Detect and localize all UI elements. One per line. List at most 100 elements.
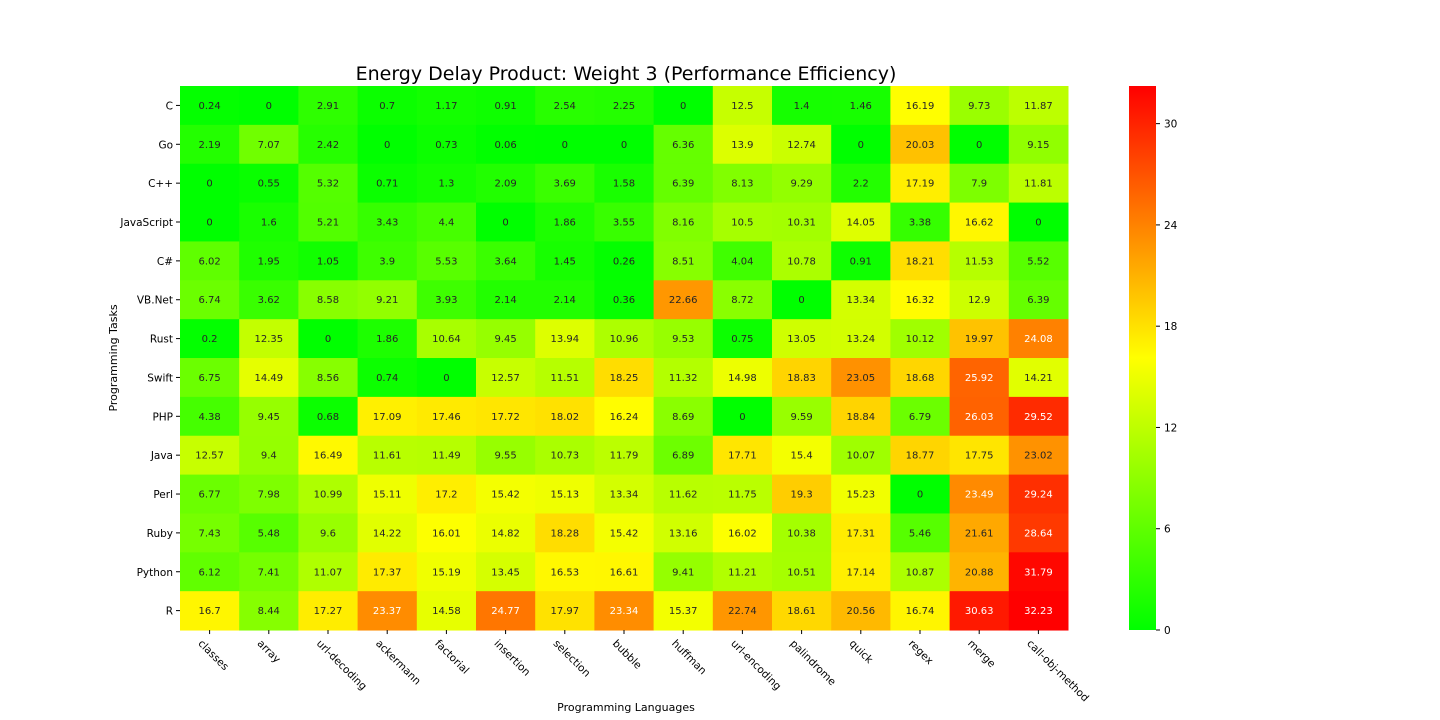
cell-value-label: 0.2 <box>202 334 218 345</box>
cell-value-label: 16.49 <box>314 451 343 462</box>
cell-value-label: 14.49 <box>254 373 283 384</box>
heatmap-cell <box>772 280 832 320</box>
cell-value-label: 20.56 <box>846 606 875 617</box>
cell-value-label: 0 <box>680 101 686 112</box>
heatmap-cell <box>535 280 595 320</box>
cell-value-label: 7.07 <box>258 140 280 151</box>
heatmap-cell <box>712 474 773 514</box>
heatmap-cell <box>416 474 477 514</box>
heatmap-cell <box>949 396 1010 437</box>
heatmap-cell <box>357 319 418 359</box>
heatmap-cell <box>949 124 1010 165</box>
cell-value-label: 20.88 <box>965 567 994 578</box>
column-tick-label: regex <box>906 638 935 667</box>
heatmap-cell <box>712 86 773 126</box>
column-tick-label: url-decoding <box>314 638 369 693</box>
cell-value-label: 18.83 <box>787 373 816 384</box>
heatmap-cell <box>712 396 773 437</box>
heatmap-cell <box>535 202 595 242</box>
heatmap-cell <box>949 280 1010 320</box>
cell-value-label: 24.77 <box>491 606 520 617</box>
cell-value-label: 16.19 <box>906 101 935 112</box>
heatmap-cell <box>298 163 359 204</box>
cell-value-label: 10.96 <box>610 334 639 345</box>
heatmap-cell <box>535 591 595 631</box>
heatmap-cell <box>180 86 240 126</box>
cell-value-label: 0.24 <box>198 101 220 112</box>
row-tick-label: Ruby <box>147 528 173 540</box>
heatmap-cell <box>890 552 951 592</box>
cell-value-label: 31.79 <box>1024 567 1053 578</box>
heatmap-cell <box>476 124 536 165</box>
cell-value-label: 10.78 <box>787 256 816 267</box>
heatmap-cell <box>476 280 536 320</box>
heatmap-cell <box>772 552 832 592</box>
heatmap-cell <box>831 86 891 126</box>
heatmap-cell <box>416 280 477 320</box>
cell-value-label: 30.63 <box>965 606 994 617</box>
heatmap-cell <box>831 241 891 281</box>
cell-value-label: 2.25 <box>613 101 635 112</box>
heatmap-cell <box>476 435 536 476</box>
cell-value-label: 0 <box>917 490 923 501</box>
heatmap-cell <box>239 591 299 631</box>
cell-value-label: 17.19 <box>906 179 935 190</box>
heatmap-cell <box>890 86 951 126</box>
heatmap-cell <box>298 358 359 398</box>
heatmap-cell <box>1008 474 1069 514</box>
heatmap-cell <box>772 474 832 514</box>
cell-value-label: 16.32 <box>906 295 935 306</box>
heatmap-cell <box>890 163 951 204</box>
heatmap-cell <box>1008 241 1069 281</box>
cell-value-label: 0.7 <box>379 101 395 112</box>
cell-value-label: 3.64 <box>494 256 516 267</box>
heatmap-cell <box>949 163 1010 204</box>
heatmap-cell <box>476 552 536 592</box>
heatmap-cell <box>416 202 477 242</box>
cell-value-label: 7.43 <box>198 528 220 539</box>
cell-value-label: 0.73 <box>435 140 457 151</box>
heatmap-cell <box>890 513 951 553</box>
heatmap-cell <box>653 241 714 281</box>
column-tick-label: palindrome <box>787 638 838 689</box>
cell-value-label: 11.81 <box>1024 179 1053 190</box>
row-tick-label: C <box>166 100 173 112</box>
heatmap-cell <box>416 124 477 165</box>
cell-value-label: 32.23 <box>1024 606 1053 617</box>
heatmap-cell <box>772 396 832 437</box>
cell-value-label: 17.37 <box>373 567 402 578</box>
colorbar-ticks: 0 6 12 18 24 30 <box>1156 119 1178 637</box>
cell-value-label: 0 <box>621 140 627 151</box>
heatmap-cell <box>1008 435 1069 476</box>
cell-value-label: 4.04 <box>731 256 753 267</box>
cell-value-label: 17.09 <box>373 412 402 423</box>
cell-value-label: 9.15 <box>1027 140 1049 151</box>
cell-value-label: 1.58 <box>613 179 635 190</box>
cell-value-label: 2.09 <box>494 179 516 190</box>
heatmap-cell <box>476 591 536 631</box>
heatmap-cell <box>357 474 418 514</box>
cell-value-label: 5.46 <box>909 528 931 539</box>
cell-value-label: 14.05 <box>846 218 875 229</box>
heatmap-cell <box>831 591 891 631</box>
heatmap-cell <box>653 513 714 553</box>
colorbar-tick-label: 0 <box>1164 625 1171 637</box>
cell-value-label: 11.61 <box>373 451 402 462</box>
colorbar-tick-label: 12 <box>1164 422 1177 434</box>
heatmap-cell <box>357 280 418 320</box>
heatmap-cell <box>239 513 299 553</box>
column-tick-label: array <box>255 638 283 666</box>
heatmap-cell <box>535 319 595 359</box>
row-tick-label: Go <box>158 139 173 151</box>
heatmap-cell <box>831 280 891 320</box>
heatmap-cell <box>712 513 773 553</box>
cell-value-label: 23.49 <box>965 490 994 501</box>
heatmap-cell <box>772 163 832 204</box>
cell-value-label: 9.41 <box>672 567 694 578</box>
heatmap-cell <box>1008 124 1069 165</box>
heatmap-cell <box>772 358 832 398</box>
colorbar <box>1129 86 1156 630</box>
cell-value-label: 28.64 <box>1024 528 1053 539</box>
heatmap-cell <box>772 202 832 242</box>
heatmap-cell <box>772 435 832 476</box>
